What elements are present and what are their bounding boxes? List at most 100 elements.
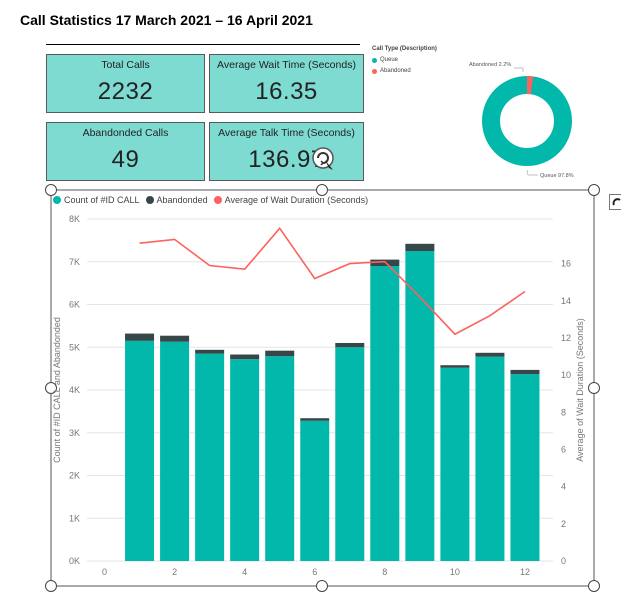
abandoned-swatch	[372, 68, 377, 74]
y-left-tick-label: 7K	[69, 257, 80, 267]
bar-abandoned	[265, 350, 295, 357]
queue-swatch	[372, 57, 377, 63]
bar-count	[160, 341, 190, 561]
abandoned-bar-swatch	[145, 196, 154, 204]
bar-abandoned	[230, 354, 260, 360]
bar-abandoned	[475, 352, 505, 357]
abandoned-calls-value: 49	[111, 146, 140, 173]
donut-legend-abandoned[interactable]: Abandoned	[372, 68, 437, 74]
count-swatch	[53, 196, 61, 204]
y-right-tick-label: 2	[561, 519, 566, 529]
bar-abandoned	[510, 369, 540, 375]
total-calls-label: Total Calls	[101, 59, 150, 71]
resize-handle-bottom-center[interactable]	[316, 580, 328, 592]
avg-wait-value: 16.35	[255, 78, 318, 105]
wait-line-swatch	[213, 196, 222, 204]
donut-legend-queue-label: Queue	[380, 57, 399, 63]
bar-abandoned	[440, 365, 470, 368]
donut-legend-title: Call Type (Description)	[372, 46, 437, 52]
bar-count	[125, 340, 155, 561]
y-left-tick-label: 1K	[69, 513, 80, 523]
avg-talk-card[interactable]: Average Talk Time (Seconds) 136.97	[209, 122, 364, 181]
bar-count	[300, 420, 330, 561]
y-right-tick-label: 6	[561, 444, 566, 454]
resize-handle-bottom-left[interactable]	[45, 580, 57, 592]
donut-legend: Call Type (Description) Queue Abandoned	[372, 46, 437, 79]
bar-count	[195, 353, 225, 561]
bar-count	[475, 356, 505, 561]
y-right-tick-label: 14	[561, 296, 571, 306]
legend-wait-label: Average of Wait Duration (Seconds)	[224, 195, 369, 205]
y-right-tick-label: 12	[561, 333, 571, 343]
avg-talk-value: 136.97	[248, 146, 325, 173]
resize-handle-top-left[interactable]	[45, 184, 57, 196]
pin-icon	[612, 198, 621, 206]
donut-label-queue: Queue 97.8%	[540, 173, 574, 179]
bar-count	[370, 266, 400, 561]
bar-count	[230, 359, 260, 561]
x-tick-label: 0	[102, 567, 107, 577]
bar-abandoned	[125, 333, 155, 341]
y-left-tick-label: 4K	[69, 385, 80, 395]
combo-chart-legend: Count of #ID CALL Abandonded Average of …	[53, 195, 370, 205]
donut-slice-abandoned	[482, 76, 572, 166]
bar-count	[265, 356, 295, 561]
abandoned-calls-card[interactable]: Abandonded Calls 49	[46, 122, 205, 181]
bar-abandoned	[335, 342, 365, 348]
resize-handle-middle-right[interactable]	[588, 382, 600, 394]
page-title: Call Statistics 17 March 2021 – 16 April…	[20, 12, 313, 28]
avg-wait-card[interactable]: Average Wait Time (Seconds) 16.35	[209, 54, 364, 113]
bar-abandoned	[300, 418, 330, 421]
x-tick-label: 6	[312, 567, 317, 577]
rotate-cursor-icon	[312, 147, 334, 170]
bar-count	[335, 347, 365, 561]
bar-abandoned	[405, 243, 435, 252]
avg-talk-label: Average Talk Time (Seconds)	[218, 127, 355, 139]
bar-abandoned	[160, 335, 190, 342]
avg-wait-label: Average Wait Time (Seconds)	[217, 59, 356, 71]
queue-leader-line	[526, 169, 529, 176]
x-tick-label: 12	[520, 567, 530, 577]
x-tick-label: 4	[242, 567, 247, 577]
x-tick-label: 8	[382, 567, 387, 577]
legend-item-wait[interactable]: Average of Wait Duration (Seconds)	[213, 195, 369, 205]
y-right-tick-label: 16	[561, 259, 571, 269]
bar-count	[440, 367, 470, 561]
resize-handle-top-right[interactable]	[588, 184, 600, 196]
y-left-tick-label: 3K	[69, 428, 80, 438]
title-divider	[46, 44, 360, 45]
donut-chart[interactable]: Abandoned 2.2% Queue 97.8%	[462, 56, 592, 186]
donut-legend-queue[interactable]: Queue	[372, 57, 437, 63]
y-left-tick-label: 8K	[69, 214, 80, 224]
bar-count	[510, 374, 540, 561]
abandoned-calls-label: Abandonded Calls	[82, 127, 169, 139]
y-right-axis-title: Average of Wait Duration (Seconds)	[575, 318, 585, 462]
bar-abandoned	[195, 349, 225, 354]
y-right-tick-label: 0	[561, 556, 566, 566]
x-tick-label: 2	[172, 567, 177, 577]
y-left-tick-label: 2K	[69, 471, 80, 481]
total-calls-value: 2232	[97, 78, 154, 105]
resize-handle-bottom-right[interactable]	[588, 580, 600, 592]
resize-handle-top-center[interactable]	[316, 184, 328, 196]
legend-item-count[interactable]: Count of #ID CALL	[53, 195, 140, 205]
y-left-tick-label: 6K	[69, 300, 80, 310]
y-right-tick-label: 4	[561, 482, 566, 492]
legend-abandoned-label: Abandonded	[156, 195, 208, 205]
y-left-axis-title: Count of #ID CALL and Abandonded	[52, 317, 62, 463]
x-tick-label: 10	[450, 567, 460, 577]
resize-handle-middle-left[interactable]	[45, 382, 57, 394]
y-left-tick-label: 0K	[69, 556, 80, 566]
y-left-tick-label: 5K	[69, 342, 80, 352]
chart-edge-icon[interactable]	[609, 194, 621, 210]
total-calls-card[interactable]: Total Calls 2232	[46, 54, 205, 113]
y-right-tick-label: 8	[561, 407, 566, 417]
wait-duration-line	[139, 226, 526, 336]
donut-legend-abandoned-label: Abandoned	[380, 68, 411, 74]
donut-label-abandoned: Abandoned 2.2%	[469, 62, 511, 68]
legend-item-abandoned[interactable]: Abandonded	[145, 195, 208, 205]
bar-count	[405, 251, 435, 561]
legend-count-label: Count of #ID CALL	[64, 195, 140, 205]
y-right-tick-label: 10	[561, 370, 571, 380]
